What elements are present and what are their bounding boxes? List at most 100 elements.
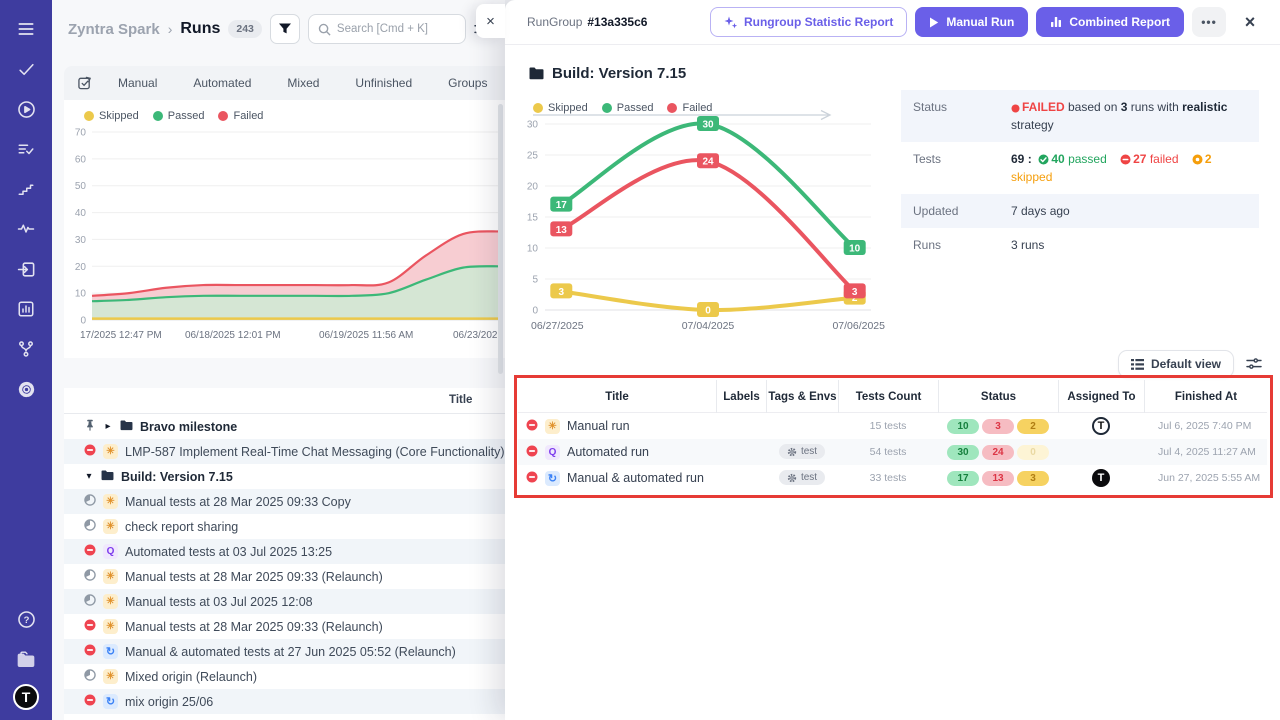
runs-filter-tabs: Manual Automated Mixed Unfinished Groups…: [64, 66, 505, 100]
legend-item-failed[interactable]: Failed: [218, 110, 263, 122]
sidebar-item-check[interactable]: [11, 54, 41, 84]
tab-automated[interactable]: Automated: [175, 76, 269, 90]
runs-page: Zyntra Spark › Runs 243 Manual Automated…: [52, 0, 505, 720]
list-item-run[interactable]: ✳Manual tests at 28 Mar 2025 09:33 (Rela…: [64, 614, 505, 639]
svg-text:3: 3: [852, 287, 858, 298]
tab-groups[interactable]: Groups: [430, 76, 505, 90]
table-view-controls: Default view: [1118, 350, 1262, 378]
search-box[interactable]: [308, 14, 466, 44]
status-failed-icon: [84, 444, 96, 459]
sidebar-item-sign-in[interactable]: [11, 254, 41, 284]
combined-report-button[interactable]: Combined Report: [1036, 7, 1184, 37]
filter-button[interactable]: [270, 14, 300, 44]
column-header-title[interactable]: Title: [518, 380, 716, 413]
sidebar-item-help[interactable]: ?: [11, 604, 41, 634]
select-runs-button[interactable]: [78, 76, 92, 90]
passed-count-pill: 10: [947, 419, 979, 434]
table-settings-button[interactable]: [1246, 357, 1262, 371]
column-header-tests-count[interactable]: Tests Count: [838, 380, 938, 413]
combined-report-label: Combined Report: [1069, 15, 1170, 29]
table-row[interactable]: ↻Manual & automated runtest33 tests17133…: [518, 465, 1267, 491]
sidebar-item-play-circle[interactable]: [11, 94, 41, 124]
list-item-run[interactable]: Q Automated tests at 03 Jul 2025 13:25: [64, 539, 505, 564]
tab-unfinished[interactable]: Unfinished: [337, 76, 430, 90]
list-item-run[interactable]: ✳Mixed origin (Relaunch): [64, 664, 505, 689]
table-row[interactable]: QAutomated runtest54 tests30240Jul 4, 20…: [518, 439, 1267, 465]
sidebar-item-steps[interactable]: [11, 174, 41, 204]
sidebar-item-gear[interactable]: [11, 374, 41, 404]
legend-item-skipped[interactable]: Skipped: [84, 110, 139, 122]
manual-run-label: Manual Run: [946, 15, 1014, 29]
minus-circle-icon: [1120, 154, 1131, 165]
table-body: ✳Manual run15 tests1032TJul 6, 2025 7:40…: [518, 413, 1267, 491]
column-header-tags-envs[interactable]: Tags & Envs: [766, 380, 838, 413]
legend-item-passed[interactable]: Passed: [153, 110, 205, 122]
legend-item-failed[interactable]: Failed: [667, 102, 712, 114]
sidebar-item-pulse[interactable]: [11, 214, 41, 244]
list-item-run[interactable]: ↻mix origin 25/06: [64, 689, 505, 714]
status-inprogress-icon: [84, 494, 96, 506]
column-header-finished-at[interactable]: Finished At: [1144, 380, 1267, 413]
list-item-run[interactable]: ✳Manual tests at 03 Jul 2025 12:08: [64, 589, 505, 614]
breadcrumb-project[interactable]: Zyntra Spark: [68, 21, 160, 38]
table-row[interactable]: ✳Manual run15 tests1032TJul 6, 2025 7:40…: [518, 413, 1267, 439]
caret-right-icon[interactable]: ▸: [103, 421, 113, 432]
tag-chip[interactable]: test: [779, 444, 825, 459]
svg-text:07/06/2025: 07/06/2025: [832, 320, 885, 332]
more-actions-button[interactable]: •••: [1192, 7, 1226, 37]
tab-manual[interactable]: Manual: [100, 76, 175, 90]
legend-item-passed[interactable]: Passed: [602, 102, 654, 114]
gear-small-icon: [787, 473, 797, 483]
tag-chip[interactable]: test: [779, 470, 825, 485]
statistic-report-button[interactable]: Rungroup Statistic Report: [710, 7, 907, 37]
sidebar-item-list-check[interactable]: [11, 134, 41, 164]
manual-run-button[interactable]: Manual Run: [915, 7, 1028, 37]
assignee-avatar[interactable]: T: [1092, 417, 1110, 435]
rungroup-drawer: × RunGroup #13a335c6 Rungroup Statistic …: [505, 0, 1280, 720]
steps-icon: [17, 180, 35, 198]
column-header-assigned-to[interactable]: Assigned To: [1058, 380, 1144, 413]
list-item-run[interactable]: ✳Manual tests at 28 Mar 2025 09:33 (Rela…: [64, 564, 505, 589]
svg-text:20: 20: [75, 262, 87, 273]
runs-rows: ▸Bravo milestone✳LMP-587 Implement Real-…: [64, 414, 505, 714]
run-title: Manual tests at 28 Mar 2025 09:33 (Relau…: [125, 570, 383, 584]
user-avatar[interactable]: T: [13, 684, 39, 710]
default-view-button[interactable]: Default view: [1118, 350, 1234, 378]
run-title: Manual & automated tests at 27 Jun 2025 …: [125, 645, 456, 659]
caret-down-icon[interactable]: ▾: [84, 471, 94, 482]
list-item-run[interactable]: ✳check report sharing: [64, 514, 505, 539]
run-title: Manual & automated run: [567, 471, 704, 485]
search-input[interactable]: [337, 23, 455, 35]
status-failed-icon: [526, 445, 538, 457]
sidebar-item-fork[interactable]: [11, 334, 41, 364]
tab-mixed[interactable]: Mixed: [269, 76, 337, 90]
funnel-icon: [278, 22, 292, 36]
drawer-close-button[interactable]: ×: [1236, 7, 1264, 37]
sidebar-item-bar-chart[interactable]: [11, 294, 41, 324]
vertical-scrollbar[interactable]: [498, 104, 503, 374]
column-header-status[interactable]: Status: [938, 380, 1058, 413]
list-item-folder[interactable]: ▾Build: Version 7.15: [64, 464, 505, 489]
line-chart: 0510152025301730103021324306/27/202507/0…: [519, 116, 887, 344]
sidebar-item-menu[interactable]: [11, 14, 41, 44]
assignee-avatar[interactable]: T: [1092, 469, 1110, 487]
status-failed-icon: [84, 644, 96, 659]
automated-run-icon: Q: [103, 544, 118, 559]
tag-label: test: [801, 472, 817, 483]
svg-text:06/19/2025 11:56 AM: 06/19/2025 11:56 AM: [319, 330, 413, 341]
list-item-folder[interactable]: ▸Bravo milestone: [64, 414, 505, 439]
list-item-run[interactable]: ✳Manual tests at 28 Mar 2025 09:33 Copy: [64, 489, 505, 514]
column-header-labels[interactable]: Labels: [716, 380, 766, 413]
run-title: Automated tests at 03 Jul 2025 13:25: [125, 545, 332, 559]
legend-dot-icon: [218, 111, 228, 121]
drawer-collapse-button[interactable]: ×: [476, 4, 505, 38]
drawer-header: RunGroup #13a335c6 Rungroup Statistic Re…: [505, 0, 1280, 45]
status-inprogress-icon: [84, 569, 96, 581]
svg-text:17/2025 12:47 PM: 17/2025 12:47 PM: [80, 330, 162, 341]
svg-text:?: ?: [23, 615, 29, 626]
list-item-run[interactable]: ↻Manual & automated tests at 27 Jun 2025…: [64, 639, 505, 664]
legend-item-skipped[interactable]: Skipped: [533, 102, 588, 114]
check-circle-icon: [1038, 154, 1049, 165]
list-item-run[interactable]: ✳LMP-587 Implement Real-Time Chat Messag…: [64, 439, 505, 464]
sidebar-item-folder[interactable]: [11, 644, 41, 674]
